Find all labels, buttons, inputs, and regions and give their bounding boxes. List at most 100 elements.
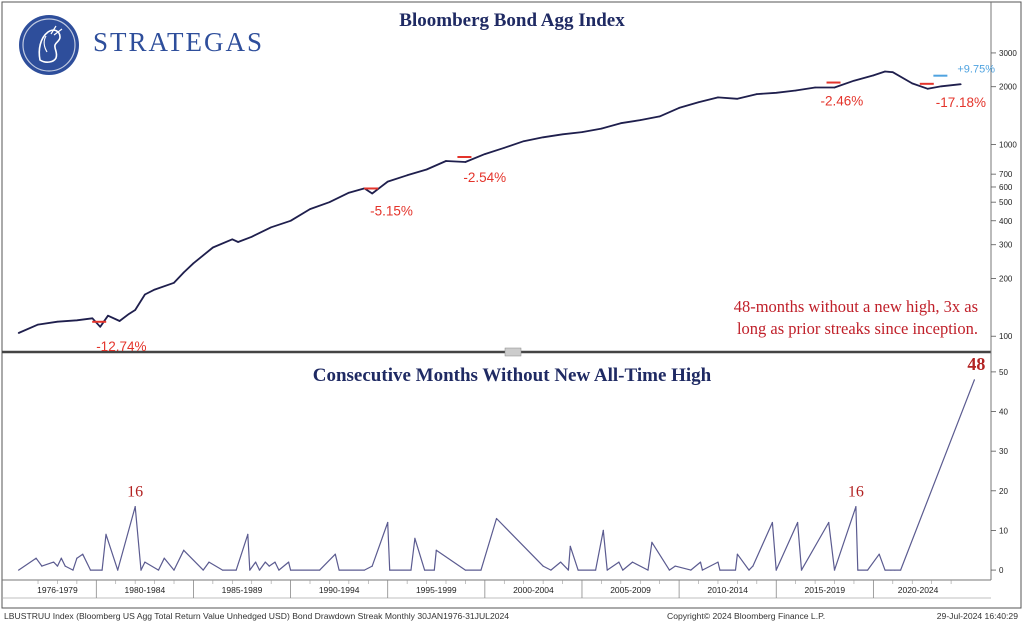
footer-copyright: Copyright© 2024 Bloomberg Finance L.P. [667, 611, 826, 621]
streak-data-point [424, 569, 426, 571]
streak-data-point [480, 569, 482, 571]
index-data-point [892, 71, 894, 74]
top-y-tick-label: 200 [999, 274, 1013, 283]
index-data-point [91, 317, 94, 320]
index-data-point [853, 79, 855, 82]
index-data-point [775, 91, 778, 94]
streak-peak-label: 16 [127, 484, 143, 501]
index-data-point [464, 161, 467, 163]
x-tick-label: 2005-2009 [610, 585, 651, 595]
streak-data-point [258, 569, 261, 571]
index-data-point [56, 320, 59, 323]
index-data-point [386, 180, 389, 183]
streak-data-point [606, 569, 608, 571]
streak-data-point [797, 521, 799, 524]
index-data-point [144, 293, 146, 296]
streak-data-point [602, 529, 604, 532]
streak-data-point [855, 506, 857, 508]
streak-data-point [857, 569, 859, 571]
streak-data-point [268, 565, 270, 567]
bottom-y-tick-label: 50 [999, 368, 1008, 377]
streak-data-point [35, 557, 37, 559]
streak-data-point [618, 561, 620, 563]
streak-peak-label: 48 [967, 354, 985, 374]
index-data-point [425, 168, 428, 171]
index-data-point [940, 85, 943, 88]
index-data-point [736, 97, 739, 100]
streak-data-point [464, 569, 467, 571]
streak-data-point [433, 569, 435, 571]
streak-data-point [800, 569, 803, 571]
streak-data-point [899, 569, 902, 571]
x-tick-label: 2015-2019 [804, 585, 845, 595]
streak-chart-layer: 0 10 20 30 40 50 16 16 48 [17, 354, 1008, 575]
streak-data-point [414, 537, 416, 539]
streak-data-point [771, 521, 773, 524]
streak-data-point [622, 569, 624, 571]
streak-data-point [387, 521, 389, 524]
streak-data-point [52, 561, 55, 563]
divider-handle [504, 347, 522, 357]
index-data-point [182, 271, 185, 274]
streak-data-point [674, 565, 676, 567]
streak-data-point [101, 569, 103, 571]
streak-data-point [690, 569, 692, 571]
top-y-tick-label: 2000 [999, 83, 1017, 92]
x-tick-label: 2010-2014 [707, 585, 748, 595]
streak-data-point [76, 557, 78, 559]
streak-data-point [235, 569, 237, 571]
bottom-y-tick-label: 20 [999, 487, 1008, 496]
streak-data-point [717, 561, 719, 563]
streak-data-point [631, 561, 634, 563]
index-data-point [503, 147, 506, 149]
index-data-point [118, 320, 121, 322]
top-y-tick-label: 300 [999, 241, 1013, 250]
streak-data-point [495, 517, 498, 520]
streak-data-point [973, 379, 976, 381]
index-data-point [237, 241, 239, 243]
bottom-y-tick-label: 40 [999, 408, 1008, 417]
top-y-tick-label: 700 [999, 170, 1013, 179]
streak-data-point [389, 569, 391, 571]
index-data-point [270, 226, 272, 229]
streak-data-point [894, 569, 896, 571]
streak-data-point [577, 569, 579, 571]
index-data-point [522, 140, 525, 142]
index-data-point [678, 107, 680, 109]
streak-data-point [699, 561, 702, 563]
drawdown-annotation: -2.46% [821, 94, 864, 109]
top-chart-title: Bloomberg Bond Agg Index [399, 10, 625, 31]
drawdown-annotation: -12.74% [96, 339, 146, 354]
streak-data-point [866, 569, 869, 571]
index-data-point [37, 323, 39, 326]
streak-data-point [748, 569, 750, 571]
brand-name: STRATEGAS [93, 27, 265, 57]
index-data-point [884, 70, 886, 73]
streak-data-point [878, 553, 880, 555]
strategas-logo [19, 15, 79, 75]
top-y-tick-label: 500 [999, 198, 1013, 207]
index-data-point [134, 309, 136, 311]
index-data-point [371, 192, 373, 195]
footer-timestamp: 29-Jul-2024 16:40:29 [936, 611, 1018, 621]
streak-data-point [247, 533, 249, 536]
streak-data-point [202, 569, 204, 571]
index-series-line [18, 70, 961, 334]
index-data-point [639, 119, 642, 121]
top-y-tick-label: 600 [999, 183, 1013, 192]
index-data-point [128, 312, 131, 315]
top-y-tick-label: 100 [999, 332, 1013, 341]
footer-source: LBUSTRUU Index (Bloomberg US Agg Total R… [4, 611, 510, 621]
x-tick-label: 2020-2024 [898, 585, 939, 595]
index-data-point [926, 88, 929, 90]
streak-data-point [319, 569, 321, 571]
index-data-point [756, 93, 758, 95]
index-data-point [153, 288, 156, 291]
index-data-point [658, 115, 661, 118]
streak-data-point [105, 533, 107, 536]
streak-data-point [775, 569, 777, 571]
index-data-point [620, 122, 622, 125]
streak-data-point [594, 569, 597, 571]
index-data-point [107, 314, 109, 317]
note-line-2: long as prior streaks since inception. [737, 319, 978, 338]
